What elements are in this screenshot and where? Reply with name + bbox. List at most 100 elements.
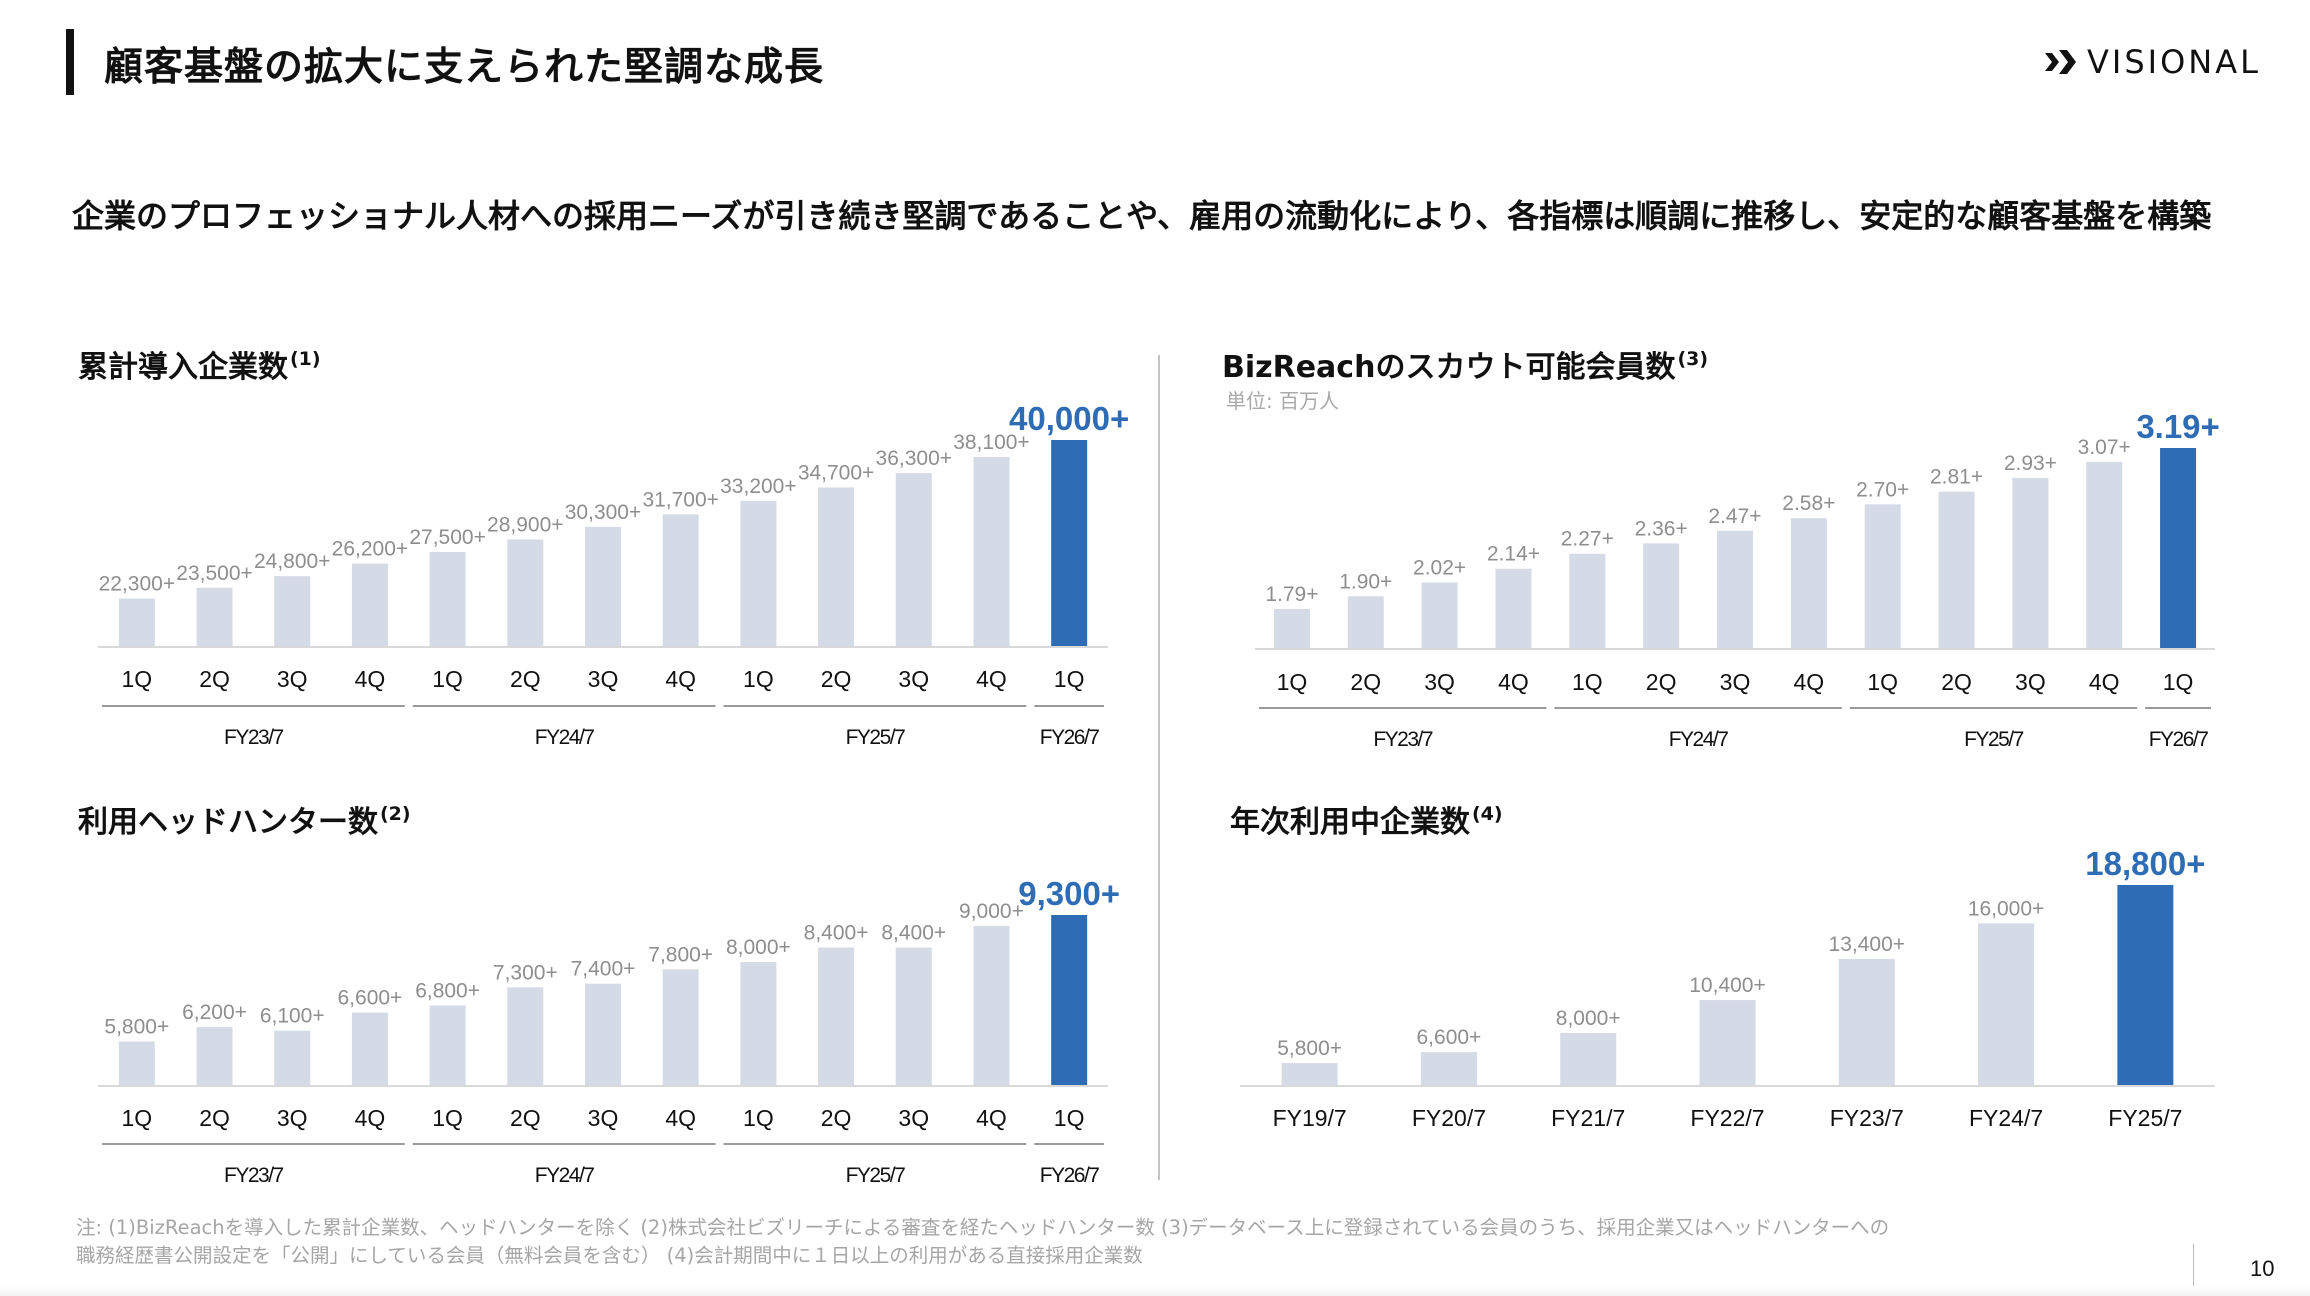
data-label: 2.27+ xyxy=(1561,528,1614,551)
page-number: 10 xyxy=(2250,1256,2275,1281)
bar xyxy=(429,551,466,646)
data-label: 8,000+ xyxy=(1556,1007,1621,1030)
data-label: 38,100+ xyxy=(953,431,1030,454)
x-tick-label: FY23/7 xyxy=(1830,1105,1904,1131)
footnote-ref: (1) xyxy=(290,348,321,370)
bar xyxy=(1938,491,1975,648)
x-tick-label: 1Q xyxy=(743,1105,774,1131)
data-label: 7,400+ xyxy=(571,958,636,981)
x-tick-label: 1Q xyxy=(432,1105,463,1131)
x-tick-label: 4Q xyxy=(976,1105,1007,1131)
bar xyxy=(429,1005,466,1085)
bar xyxy=(818,487,855,646)
group-label: FY25/7 xyxy=(1964,728,2024,751)
bar xyxy=(973,925,1010,1085)
bar xyxy=(662,514,699,646)
data-label: 26,200+ xyxy=(332,538,409,561)
bar xyxy=(507,987,544,1085)
bar-highlight xyxy=(1051,915,1088,1085)
title-accent-bar xyxy=(66,29,74,95)
x-tick-label: 3Q xyxy=(2015,669,2046,695)
bar xyxy=(1421,582,1458,648)
x-tick-label: 2Q xyxy=(510,1105,541,1131)
bar xyxy=(585,526,621,646)
footnote-ref: (2) xyxy=(380,803,411,825)
x-tick-label: FY24/7 xyxy=(1969,1105,2043,1131)
x-tick-label: 2Q xyxy=(1941,669,1972,695)
bar xyxy=(1495,568,1532,648)
data-label: 2.70+ xyxy=(1856,478,1909,501)
group-label: FY25/7 xyxy=(846,726,906,749)
bar xyxy=(1347,596,1384,648)
group-label: FY23/7 xyxy=(224,1164,284,1187)
group-label: FY25/7 xyxy=(846,1164,906,1187)
data-label: 33,200+ xyxy=(720,475,797,498)
x-tick-label: 3Q xyxy=(898,1105,929,1131)
group-label: FY23/7 xyxy=(224,726,284,749)
x-tick-label: 3Q xyxy=(588,666,619,692)
bar xyxy=(118,1041,155,1085)
x-tick-label: 3Q xyxy=(588,1105,619,1131)
x-tick-label: FY20/7 xyxy=(1412,1105,1486,1131)
x-tick-label: 2Q xyxy=(821,1105,852,1131)
data-label: 2.81+ xyxy=(1930,466,1983,489)
data-label: 24,800+ xyxy=(254,550,331,573)
data-label: 28,900+ xyxy=(487,513,564,536)
group-label: FY24/7 xyxy=(535,726,595,749)
data-label: 9,000+ xyxy=(959,900,1024,923)
visional-logo: VISIONAL xyxy=(2043,43,2261,81)
x-tick-label: 3Q xyxy=(277,666,308,692)
data-label: 3.07+ xyxy=(2078,436,2131,459)
data-label-highlight: 9,300+ xyxy=(1018,875,1120,912)
bar xyxy=(740,500,777,646)
data-label: 36,300+ xyxy=(876,447,953,470)
data-label: 2.58+ xyxy=(1782,492,1835,515)
bar xyxy=(2086,461,2123,648)
bar xyxy=(662,969,699,1085)
bar-highlight xyxy=(2160,448,2197,648)
bar xyxy=(1699,1000,1756,1085)
bar xyxy=(1569,553,1606,648)
data-label: 8,400+ xyxy=(881,922,946,945)
bar xyxy=(507,539,544,646)
bottom-shade xyxy=(0,1286,2310,1296)
x-tick-label: 4Q xyxy=(665,1105,696,1131)
bar xyxy=(1281,1063,1338,1085)
x-tick-label: 1Q xyxy=(1572,669,1603,695)
group-label: FY24/7 xyxy=(535,1164,595,1187)
footnote-ref: (3) xyxy=(1677,348,1709,370)
page-number-separator xyxy=(2193,1244,2194,1288)
bar xyxy=(118,598,155,646)
chart-title-text: 年次利用中企業数 xyxy=(1230,805,1470,840)
data-label: 16,000+ xyxy=(1968,897,2045,920)
footnote: 注: (1)BizReachを導入した累計企業数、ヘッドハンターを除く (2)株… xyxy=(76,1214,1889,1270)
data-label-highlight: 18,800+ xyxy=(2085,845,2205,882)
bar xyxy=(1420,1052,1477,1085)
data-label: 23,500+ xyxy=(176,562,253,585)
footnote-line-1: 注: (1)BizReachを導入した累計企業数、ヘッドハンターを除く (2)株… xyxy=(76,1216,1890,1239)
x-tick-label: 1Q xyxy=(1277,669,1308,695)
x-tick-label: 4Q xyxy=(1794,669,1825,695)
bar xyxy=(274,1030,311,1085)
data-label: 6,600+ xyxy=(1417,1026,1482,1049)
data-label: 22,300+ xyxy=(99,573,176,596)
x-tick-label: 2Q xyxy=(1646,669,1677,695)
bar xyxy=(351,1012,388,1085)
chart-title-annual-active-companies: 年次利用中企業数 (4) xyxy=(1230,797,1503,841)
chart-title-scoutable-members: BizReachのスカウト可能会員数 (3) xyxy=(1222,342,1708,386)
bar xyxy=(1790,518,1827,648)
x-tick-label: 1Q xyxy=(122,1105,153,1131)
data-label: 2.36+ xyxy=(1635,517,1688,540)
x-tick-label: 3Q xyxy=(277,1105,308,1131)
section-divider xyxy=(1158,355,1160,1180)
bar xyxy=(351,563,388,646)
data-label: 2.47+ xyxy=(1708,505,1761,528)
bar xyxy=(895,947,932,1085)
bar-highlight xyxy=(2117,885,2174,1085)
bar xyxy=(1560,1032,1617,1085)
bar xyxy=(1273,608,1310,648)
data-label: 10,400+ xyxy=(1689,974,1766,997)
x-tick-label: FY22/7 xyxy=(1690,1105,1764,1131)
